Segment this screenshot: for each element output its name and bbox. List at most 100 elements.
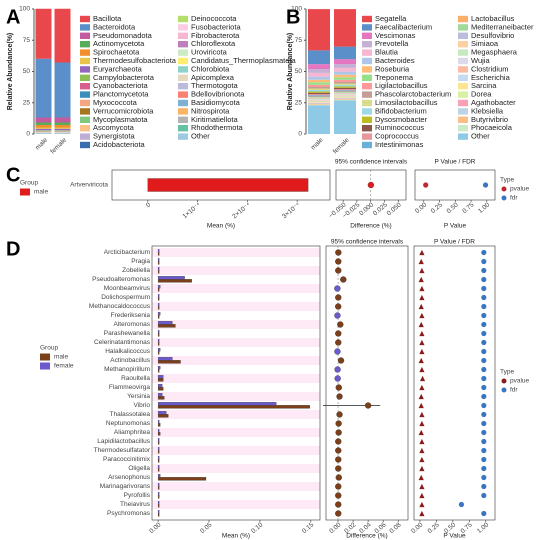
test-point (482, 182, 489, 188)
bar-segment (334, 79, 356, 82)
legend-swatch (362, 141, 372, 149)
mean-bar (157, 348, 161, 352)
bar-segment (334, 89, 356, 91)
p-axis-title: P Value (443, 533, 466, 540)
legend-label: Nitrospirota (191, 106, 230, 115)
pvalue-point (419, 267, 425, 274)
legend-label: Candidatus_Thermoplasmatota (191, 56, 296, 65)
legend-swatch (458, 108, 468, 115)
legend-dot (501, 378, 507, 384)
diff-point (334, 348, 341, 355)
legend-swatch (362, 108, 372, 115)
legend-swatch (458, 49, 468, 56)
mean-bar (157, 258, 160, 262)
legend-swatch (458, 125, 468, 132)
bar-segment (308, 99, 330, 101)
bar-segment (308, 92, 330, 94)
row-stripe (152, 446, 320, 455)
legend-swatch (178, 116, 188, 123)
bar-segment (308, 84, 330, 87)
mean-bar (157, 324, 176, 328)
bar-segment (54, 128, 71, 130)
bar-segment (334, 86, 356, 88)
mean-bar (157, 369, 160, 373)
legend-label: Prevotella (375, 39, 409, 48)
pvalue-point (419, 330, 425, 337)
mean-bar (157, 285, 161, 289)
test-point (481, 429, 487, 436)
mean-bar (157, 279, 192, 283)
feature-label: Yersinia (127, 393, 150, 400)
row-stripe (152, 392, 320, 401)
y-tick-label: 0 (26, 131, 30, 138)
mean-bar (157, 387, 164, 391)
pvalue-point (419, 339, 425, 346)
legend-label: fdr (510, 195, 518, 202)
legend-label: pvalue (510, 186, 530, 193)
diff-point (336, 393, 343, 400)
mean-axis-tick-label: 0.10 (250, 521, 264, 535)
mean-bar (157, 330, 160, 334)
legend-swatch (178, 125, 188, 132)
p-axis-frame (413, 245, 496, 521)
pvalue-point (419, 312, 425, 319)
bar-segment (54, 122, 71, 125)
mean-bar (157, 351, 160, 355)
bar-segment (334, 97, 356, 98)
panel-label: D (6, 238, 20, 260)
legend-swatch (40, 353, 50, 361)
bar-segment (334, 95, 356, 97)
feature-label: Arcticibacterium (104, 249, 150, 256)
legend-swatch (362, 32, 372, 39)
bar-segment (334, 71, 356, 75)
y-tick-label: 75 (23, 37, 31, 44)
test-point (481, 285, 487, 292)
legend-swatch (80, 66, 90, 73)
pvalue-point (419, 411, 425, 418)
pvalue-point (418, 393, 424, 400)
bar-segment (334, 100, 356, 134)
row-stripe (152, 284, 320, 293)
bar-segment (334, 90, 356, 92)
diff-point (367, 181, 375, 189)
legend-swatch (458, 133, 468, 140)
pvalue-point (419, 438, 425, 445)
bar-segment (54, 125, 71, 128)
legend-swatch (362, 66, 372, 73)
legend-swatch (362, 74, 372, 81)
pvalue-point (419, 492, 425, 499)
bar-segment (308, 86, 330, 89)
legend-label: Basidiomycota (191, 98, 241, 107)
bar-segment (308, 91, 330, 93)
legend-swatch (458, 32, 468, 39)
legend-label: Actinomycetota (93, 39, 145, 48)
legend-label: Myxococcota (93, 98, 138, 107)
bar-segment (334, 87, 356, 89)
pvalue-point (419, 501, 425, 508)
legend-swatch (178, 41, 188, 48)
x-tick-label: male (310, 136, 325, 151)
legend-swatch (178, 32, 188, 39)
row-stripe (152, 374, 320, 383)
bar-segment (308, 79, 330, 83)
legend-swatch (40, 362, 50, 370)
legend-swatch (178, 74, 188, 81)
legend-swatch (80, 99, 90, 107)
pvalue-point (418, 258, 424, 265)
bar-segment (308, 69, 330, 73)
bar-segment (334, 77, 356, 80)
x-tick-label: male (34, 136, 49, 151)
legend-swatch (362, 116, 372, 123)
legend-label: Ligilactobacillus (375, 81, 428, 90)
bar-segment (308, 95, 330, 97)
legend-swatch (80, 74, 90, 81)
mean-bar (157, 477, 207, 481)
diff-header: 95% confidence intervals (335, 159, 408, 166)
mean-bar (157, 429, 160, 433)
y-tick-label: 100 (19, 6, 30, 13)
legend-label: Campylobacterota (93, 73, 155, 82)
legend-label: Phocaeicola (471, 123, 513, 132)
legend-label: Thermodesulfobacteriota (93, 56, 177, 65)
legend-label: Escherichia (471, 73, 511, 82)
